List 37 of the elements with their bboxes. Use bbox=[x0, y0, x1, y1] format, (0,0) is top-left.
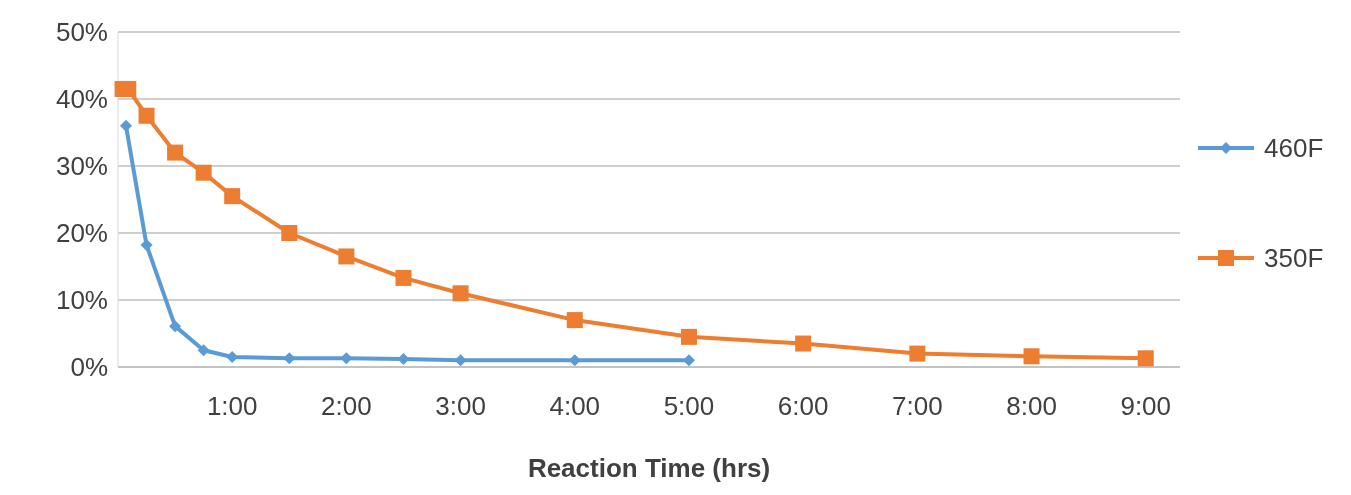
point bbox=[395, 269, 412, 286]
point bbox=[338, 248, 355, 265]
point bbox=[140, 239, 153, 252]
y-tick-label: 50% bbox=[55, 17, 108, 48]
x-tick-label: 6:00 bbox=[777, 391, 829, 421]
x-tick-label: 9:00 bbox=[1120, 391, 1172, 421]
y-tick-label: 20% bbox=[55, 218, 108, 249]
x-tick-label: 7:00 bbox=[892, 391, 943, 421]
y-tick-label: 40% bbox=[55, 84, 108, 115]
x-tick-label: 1:00 bbox=[206, 391, 258, 421]
x-tick-label: 2:00 bbox=[321, 391, 372, 421]
x-tick-label: 5:00 bbox=[663, 391, 715, 421]
point bbox=[452, 285, 469, 302]
point bbox=[680, 328, 697, 345]
point bbox=[120, 80, 137, 97]
x-tick-label: 3:00 bbox=[435, 391, 486, 421]
y-tick-label: 30% bbox=[55, 151, 108, 182]
point bbox=[566, 312, 583, 329]
legend-label: 350F bbox=[1264, 243, 1324, 274]
point bbox=[795, 335, 812, 352]
x-axis-title: Reaction Time (hrs) bbox=[527, 453, 771, 483]
point bbox=[169, 320, 182, 333]
point bbox=[119, 119, 132, 132]
point bbox=[1137, 350, 1154, 367]
x-tick-label: 4:00 bbox=[549, 391, 601, 421]
point bbox=[197, 344, 210, 357]
point bbox=[138, 107, 155, 124]
point bbox=[1023, 348, 1040, 365]
point bbox=[224, 188, 241, 205]
point bbox=[167, 144, 184, 161]
point bbox=[195, 164, 212, 181]
point bbox=[281, 225, 298, 241]
y-tick-label: 0% bbox=[70, 352, 108, 383]
legend-label: 460F bbox=[1264, 133, 1324, 164]
point bbox=[909, 345, 926, 362]
y-tick-label: 10% bbox=[55, 285, 108, 316]
x-tick-label: 8:00 bbox=[1006, 391, 1057, 421]
